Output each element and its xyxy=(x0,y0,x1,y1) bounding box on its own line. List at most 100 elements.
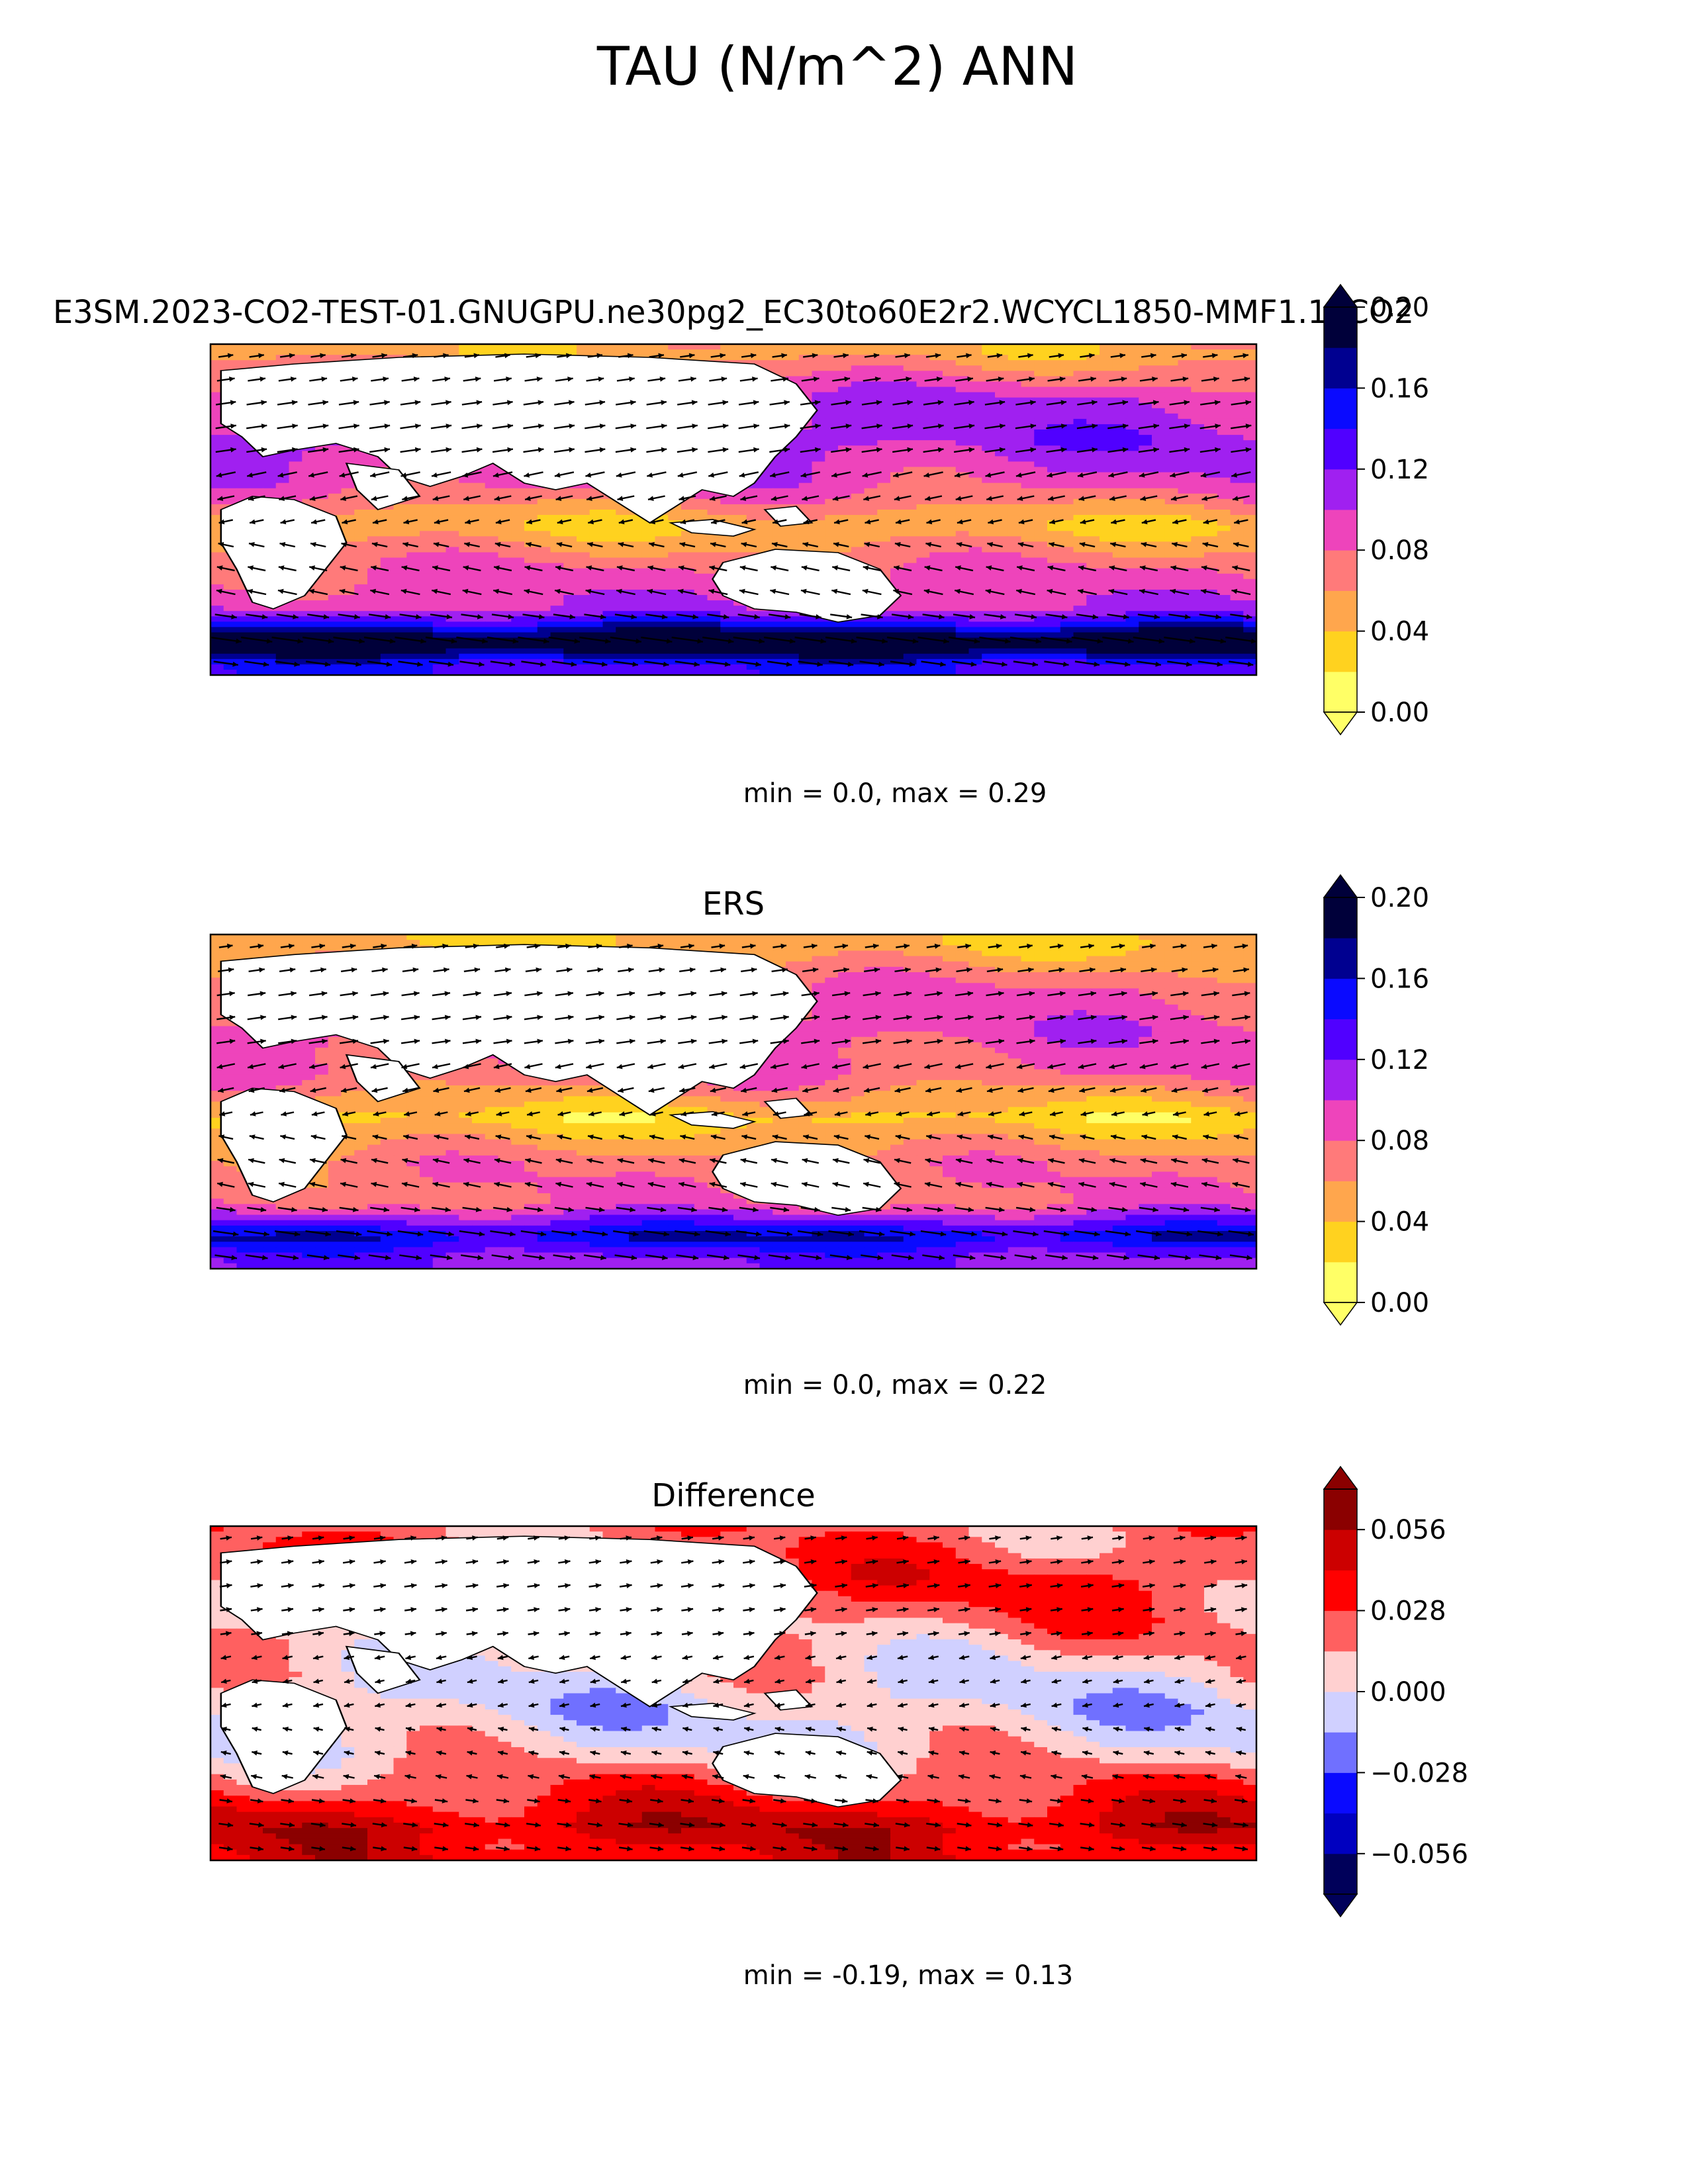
field-cell xyxy=(929,440,943,446)
field-cell xyxy=(943,440,957,446)
field-cell xyxy=(668,531,682,537)
field-cell xyxy=(393,648,407,655)
field-cell xyxy=(1139,616,1152,622)
field-cell xyxy=(798,653,813,660)
field-cell xyxy=(1164,493,1179,500)
field-cell xyxy=(916,397,930,404)
field-cell xyxy=(328,493,342,500)
field-cell xyxy=(1100,520,1113,526)
field-cell xyxy=(720,504,734,510)
field-cell xyxy=(616,557,630,564)
field-cell xyxy=(602,621,616,628)
field-cell xyxy=(1047,402,1061,409)
field-cell xyxy=(864,435,878,441)
field-cell xyxy=(851,355,865,361)
field-cell xyxy=(1164,371,1179,377)
field-cell xyxy=(367,504,381,510)
field-cell xyxy=(877,557,891,564)
field-cell xyxy=(250,643,263,649)
field-cell xyxy=(798,536,813,542)
field-cell xyxy=(1139,413,1152,420)
field-cell xyxy=(1178,643,1192,649)
field-cell xyxy=(629,520,643,526)
field-cell xyxy=(1008,355,1022,361)
field-cell xyxy=(1047,371,1061,377)
field-cell xyxy=(524,632,538,639)
field-cell xyxy=(341,510,355,516)
field-cell xyxy=(851,440,865,446)
field-cell xyxy=(406,627,420,633)
field-cell xyxy=(968,515,982,521)
field-cell xyxy=(511,477,525,484)
field-cell xyxy=(982,606,996,612)
field-cell xyxy=(1178,451,1192,457)
field-cell xyxy=(211,381,224,388)
field-cell xyxy=(511,616,525,622)
field-cell xyxy=(903,504,917,510)
field-cell xyxy=(668,664,682,670)
field-cell xyxy=(589,488,604,494)
field-cell xyxy=(629,563,643,569)
field-cell xyxy=(393,643,407,649)
field-cell xyxy=(302,477,316,484)
field-cell xyxy=(982,435,996,441)
field-cell xyxy=(641,344,656,350)
field-cell xyxy=(929,472,943,478)
field-cell xyxy=(955,461,970,468)
field-cell xyxy=(550,616,564,622)
field-cell xyxy=(838,627,852,633)
field-cell xyxy=(995,413,1009,420)
field-cell xyxy=(877,397,891,404)
field-cell xyxy=(798,365,813,371)
field-cell xyxy=(563,552,577,559)
field-cell xyxy=(655,568,669,574)
field-cell xyxy=(485,600,499,606)
field-cell xyxy=(537,573,551,580)
field-cell xyxy=(681,563,695,569)
field-cell xyxy=(472,515,486,521)
field-cell xyxy=(1021,365,1035,371)
field-cell xyxy=(943,525,957,531)
field-cell xyxy=(995,659,1009,665)
field-cell xyxy=(1204,584,1218,590)
field-cell xyxy=(1139,632,1152,639)
field-cell xyxy=(955,387,970,393)
field-cell xyxy=(668,578,682,585)
field-cell xyxy=(472,616,486,622)
field-cell xyxy=(1047,595,1061,601)
field-cell xyxy=(825,632,839,639)
field-cell xyxy=(602,349,616,355)
field-cell xyxy=(681,536,695,542)
field-cell xyxy=(838,653,852,660)
field-cell xyxy=(1100,498,1113,505)
field-cell xyxy=(289,456,303,463)
field-cell xyxy=(1243,418,1256,425)
field-cell xyxy=(289,472,303,478)
field-cell xyxy=(838,413,852,420)
field-cell xyxy=(773,488,786,494)
field-cell xyxy=(589,595,604,601)
field-cell xyxy=(890,392,904,398)
wind-vector-head xyxy=(504,353,510,359)
field-cell xyxy=(1217,482,1231,489)
field-cell xyxy=(968,669,982,675)
field-cell xyxy=(877,653,891,660)
field-cell xyxy=(995,430,1009,435)
field-cell xyxy=(1034,397,1048,404)
field-cell xyxy=(1204,563,1218,569)
field-cell xyxy=(681,653,695,660)
field-cell xyxy=(995,408,1009,414)
field-cell xyxy=(720,552,734,559)
field-cell xyxy=(851,397,865,404)
field-cell xyxy=(851,413,865,420)
field-cell xyxy=(432,563,447,569)
field-cell xyxy=(1073,504,1087,510)
field-cell xyxy=(577,643,590,649)
field-cell xyxy=(1125,669,1139,675)
field-cell xyxy=(1112,435,1127,441)
field-cell xyxy=(995,451,1009,457)
field-cell xyxy=(1204,504,1218,510)
field-cell xyxy=(668,600,682,606)
field-cell xyxy=(746,504,761,510)
field-cell xyxy=(1060,621,1074,628)
